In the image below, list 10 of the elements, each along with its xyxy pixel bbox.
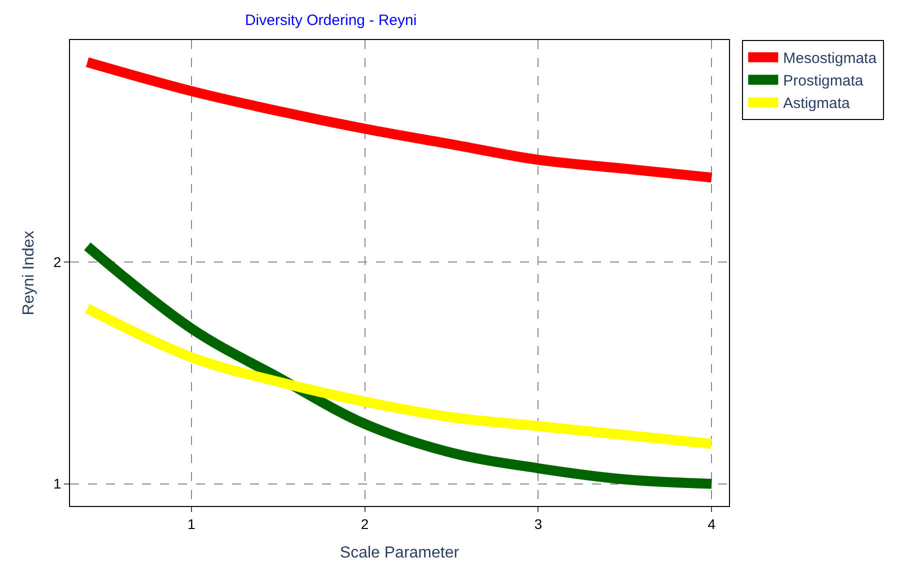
legend-label: Mesostigmata	[783, 50, 878, 68]
x-tick-label: 1	[187, 516, 196, 532]
legend-label: Prostigmata	[783, 72, 864, 90]
x-tick-label: 3	[534, 516, 542, 532]
y-axis-title: Reyni Index	[20, 230, 38, 316]
chart-title: Diversity Ordering - Reyni	[244, 12, 417, 29]
legend-label: Astigmata	[783, 95, 851, 112]
x-tick-label: 2	[360, 516, 369, 532]
x-tick-label: 4	[708, 516, 716, 532]
x-axis-title: Scale Parameter	[340, 544, 460, 562]
